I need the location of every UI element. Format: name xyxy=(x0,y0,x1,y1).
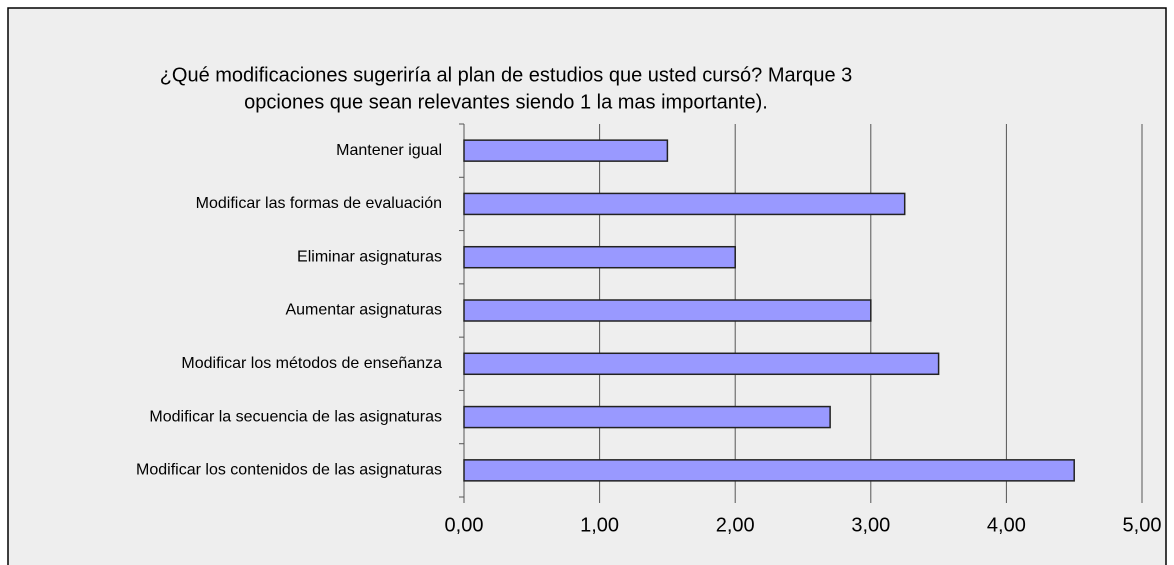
x-tick-label: 1,00 xyxy=(580,514,619,536)
x-tick-label: 3,00 xyxy=(851,514,890,536)
bar xyxy=(463,459,1075,482)
y-tick-label: Modificar los métodos de enseñanza xyxy=(181,355,442,372)
chart-title: ¿Qué modificaciones sugeriría al plan de… xyxy=(160,64,853,86)
y-tick-label: Modificar la secuencia de las asignatura… xyxy=(149,408,442,425)
y-tick-label: Modificar los contenidos de las asignatu… xyxy=(136,462,442,479)
x-tick-label: 2,00 xyxy=(716,514,755,536)
bar xyxy=(463,139,669,162)
bar xyxy=(463,245,736,269)
y-tick-label: Modificar las formas de evaluación xyxy=(196,195,442,212)
x-tick-label: 4,00 xyxy=(987,514,1026,536)
bar xyxy=(463,405,831,429)
bar xyxy=(463,352,940,376)
y-tick-label: Aumentar asignaturas xyxy=(285,302,442,319)
bar xyxy=(463,299,872,322)
x-tick-label: 0,00 xyxy=(445,514,484,536)
y-tick-label: Eliminar asignaturas xyxy=(297,248,442,265)
bar xyxy=(463,192,906,216)
y-tick-label: Mantener igual xyxy=(336,142,442,159)
x-tick-label: 5,00 xyxy=(1123,514,1162,536)
chart-title: opciones que sean relevantes siendo 1 la… xyxy=(244,91,768,113)
